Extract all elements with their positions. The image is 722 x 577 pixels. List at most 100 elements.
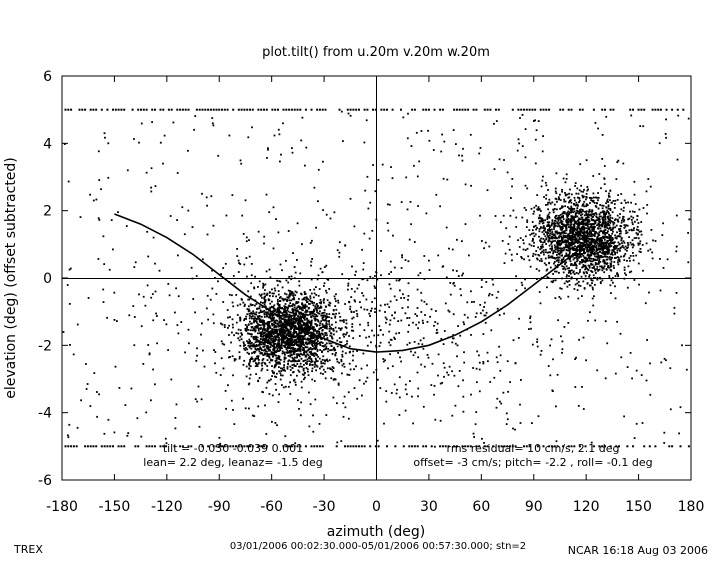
scatter-point xyxy=(587,259,590,262)
scatter-point xyxy=(583,230,586,233)
scatter-point xyxy=(259,346,261,349)
scatter-point xyxy=(315,341,318,344)
scatter-point xyxy=(302,297,305,300)
scatter-point xyxy=(578,218,580,221)
scatter-point xyxy=(272,371,274,374)
scatter-point xyxy=(299,319,302,322)
scatter-point xyxy=(268,353,271,356)
scatter-point xyxy=(502,391,505,394)
scatter-point xyxy=(451,370,453,373)
scatter-point xyxy=(247,332,249,335)
scatter-point xyxy=(545,204,547,206)
scatter-point xyxy=(546,216,549,219)
scatter-point xyxy=(150,296,153,299)
scatter-point xyxy=(505,412,508,415)
scatter-point xyxy=(598,173,601,175)
scatter-point xyxy=(338,327,340,330)
scatter-point xyxy=(273,366,276,369)
scatter-point xyxy=(582,225,584,228)
scatter-point xyxy=(626,366,629,368)
scatter-point xyxy=(551,220,554,222)
scatter-point xyxy=(566,211,569,214)
scatter-point xyxy=(351,317,354,320)
scatter-point xyxy=(588,274,591,276)
scatter-point xyxy=(330,328,333,330)
scatter-point xyxy=(342,362,345,365)
scatter-point xyxy=(662,267,665,269)
scatter-point xyxy=(597,127,599,130)
scatter-point xyxy=(562,211,565,213)
scatter-point xyxy=(278,303,281,306)
scatter-point xyxy=(274,330,277,332)
scatter-point xyxy=(256,355,258,358)
scatter-point xyxy=(318,301,321,304)
scatter-point xyxy=(303,313,306,316)
scatter-point xyxy=(496,307,499,310)
scatter-point xyxy=(225,214,228,217)
scatter-point xyxy=(325,322,328,324)
scatter-point xyxy=(132,305,135,307)
scatter-point xyxy=(544,251,547,254)
scatter-point xyxy=(360,306,362,309)
scatter-point xyxy=(323,298,325,300)
scatter-point xyxy=(256,339,259,341)
scatter-point xyxy=(308,364,311,367)
scatter-point xyxy=(586,242,588,245)
scatter-point xyxy=(567,254,570,256)
scatter-point xyxy=(558,215,560,217)
scatter-point xyxy=(275,357,278,360)
scatter-point xyxy=(263,310,266,312)
scatter-point xyxy=(590,226,593,229)
scatter-point xyxy=(579,242,582,244)
scatter-point xyxy=(471,301,473,303)
scatter-point xyxy=(260,343,263,346)
scatter-point xyxy=(331,323,333,326)
scatter-point xyxy=(615,224,618,227)
scatter-point xyxy=(530,244,533,247)
scatter-point xyxy=(568,247,570,250)
scatter-point xyxy=(563,247,566,250)
scatter-point xyxy=(334,315,337,318)
scatter-point xyxy=(275,328,277,331)
scatter-point xyxy=(272,337,275,340)
scatter-point xyxy=(590,279,593,282)
scatter-point xyxy=(257,362,260,365)
scatter-point xyxy=(370,307,373,310)
scatter-point xyxy=(254,304,256,307)
scatter-point xyxy=(565,252,568,255)
scatter-point xyxy=(639,251,642,253)
scatter-point xyxy=(611,228,613,231)
scatter-point xyxy=(619,249,621,252)
scatter-point xyxy=(578,251,581,254)
scatter-point xyxy=(320,360,323,363)
scatter-point xyxy=(447,309,450,312)
scatter-point xyxy=(590,217,593,220)
scatter-point xyxy=(533,235,536,238)
scatter-point xyxy=(374,287,376,289)
scatter-point xyxy=(563,235,566,237)
scatter-point xyxy=(231,318,234,321)
scatter-point xyxy=(388,283,391,286)
scatter-point xyxy=(222,367,225,370)
scatter-point xyxy=(612,230,614,233)
scatter-point xyxy=(283,368,286,371)
scatter-point xyxy=(538,222,541,225)
scatter-point xyxy=(273,336,276,338)
scatter-point xyxy=(599,251,601,253)
scatter-point xyxy=(586,216,589,218)
scatter-point xyxy=(556,221,559,224)
scatter-point xyxy=(544,181,547,184)
scatter-point xyxy=(305,146,308,149)
scatter-point xyxy=(633,437,636,439)
scatter-point xyxy=(321,317,324,320)
scatter-point xyxy=(257,286,259,288)
scatter-point xyxy=(577,280,580,283)
scatter-point xyxy=(67,180,70,183)
scatter-point xyxy=(542,221,545,224)
scatter-point xyxy=(574,199,576,202)
scatter-point xyxy=(586,230,588,232)
scatter-point xyxy=(568,275,570,277)
scatter-point xyxy=(478,390,481,393)
scatter-point xyxy=(279,328,282,330)
scatter-point xyxy=(594,232,596,235)
